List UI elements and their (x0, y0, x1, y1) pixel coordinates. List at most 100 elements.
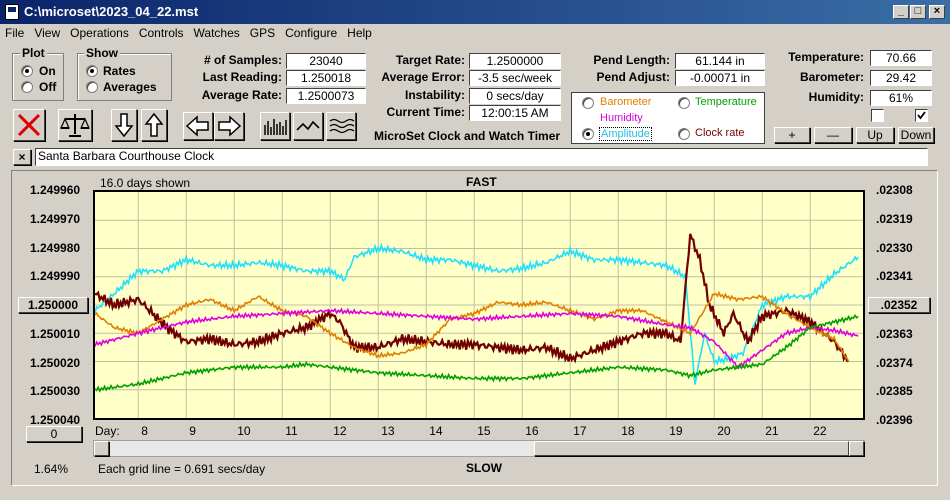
show-averages-radio[interactable] (86, 81, 98, 93)
arrow-up-icon (144, 112, 164, 137)
target-rate-label: Target Rate: (395, 53, 465, 67)
stop-button[interactable] (13, 109, 45, 141)
barometer-radio[interactable] (582, 97, 594, 109)
checkbox-right[interactable] (915, 109, 928, 122)
target-rate-value: 1.2500000 (469, 53, 561, 69)
menu-configure[interactable]: Configure (285, 26, 338, 40)
menu-controls[interactable]: Controls (138, 26, 184, 40)
line-plot-button[interactable] (293, 112, 323, 140)
amplitude-option-label: Amplitude (599, 127, 652, 141)
show-rates-radio[interactable] (86, 65, 98, 77)
balance-scale-icon (60, 114, 90, 137)
series-line-barometer (95, 290, 850, 362)
scroll-up-button[interactable] (141, 109, 167, 141)
close-icon[interactable]: × (929, 5, 945, 19)
right-mid-button[interactable]: .02352 (868, 297, 930, 313)
menu-view[interactable]: View (34, 26, 61, 40)
plus-button[interactable]: + (774, 127, 810, 143)
pend-length-label: Pend Length: (593, 53, 670, 67)
plot-on-label: On (39, 64, 56, 78)
scroll-down-button[interactable] (111, 109, 137, 141)
plot-group-title: Plot (20, 46, 47, 60)
x-tick-label: 21 (765, 424, 779, 438)
right-tick-label: .02363 (876, 326, 913, 341)
up-button[interactable]: Up (856, 127, 894, 143)
scroll-left-button[interactable] (183, 112, 213, 140)
last-reading-label: Last Reading: (202, 70, 282, 84)
show-group (77, 53, 172, 101)
x-tick-label: 14 (429, 424, 443, 438)
average-error-value: -3.5 sec/week (469, 70, 561, 86)
x-tick-label: 13 (381, 424, 395, 438)
balance-button[interactable] (58, 109, 92, 141)
temperature-radio[interactable] (678, 97, 690, 109)
x-tick-label: 18 (621, 424, 635, 438)
clock-rate-option-label: Clock rate (695, 127, 745, 139)
arrow-left-icon (185, 115, 209, 137)
horizontal-scrollbar[interactable] (93, 440, 865, 457)
smooth-plot-button[interactable] (326, 112, 356, 140)
pend-length-value: 61.144 in (675, 53, 765, 69)
window-title: C:\microset\2023_04_22.mst (24, 4, 199, 19)
grid-note: Each grid line = 0.691 secs/day (98, 462, 266, 476)
current-time-value: 12:00:15 AM (469, 105, 561, 121)
amplitude-radio[interactable] (582, 128, 594, 140)
percent-readout: 1.64% (34, 462, 69, 476)
chart-frame (11, 170, 938, 486)
left-mid-button[interactable]: 1.250000 (18, 297, 88, 313)
menu-bar: File View Operations Controls Watches GPS Conf… (0, 24, 950, 42)
menu-operations[interactable]: Operations (70, 26, 129, 40)
series-line-temperature (95, 313, 859, 393)
barometer-option-label: Barometer (600, 96, 652, 108)
minus-button[interactable]: — (814, 127, 852, 143)
clock-rate-radio[interactable] (678, 128, 690, 140)
menu-gps[interactable]: GPS (249, 26, 276, 40)
clear-name-button[interactable]: × (13, 149, 31, 165)
checkbox-left[interactable] (871, 109, 884, 122)
right-tick-label: .02341 (876, 269, 913, 284)
x-tick-label: 20 (717, 424, 731, 438)
average-error-label: Average Error: (381, 70, 465, 84)
left-tick-label: 1.250020 (30, 355, 81, 370)
scroll-right-arrow-icon[interactable] (849, 441, 864, 456)
minimize-icon[interactable]: _ (893, 5, 909, 19)
down-button[interactable]: Down (898, 127, 934, 143)
plot-on-radio[interactable] (21, 65, 33, 77)
x-tick-label: 10 (237, 424, 251, 438)
zero-button[interactable]: 0 (26, 426, 82, 442)
left-tick-label: 1.249990 (30, 269, 81, 284)
plot-off-radio[interactable] (21, 81, 33, 93)
show-group-title: Show (84, 46, 120, 60)
x-tick-label: 12 (333, 424, 347, 438)
instability-value: 0 secs/day (469, 88, 561, 104)
menu-watches[interactable]: Watches (193, 26, 240, 40)
humidity-value: 61% (870, 90, 932, 106)
x-tick-label: 19 (669, 424, 683, 438)
histogram-button[interactable] (260, 112, 290, 140)
menu-help[interactable]: Help (347, 26, 372, 40)
right-tick-label: .02330 (876, 240, 913, 255)
humidity-option-label: Humidity (600, 112, 643, 124)
right-tick-label: .02374 (876, 355, 913, 370)
current-time-label: Current Time: (386, 105, 465, 119)
barometer-label: Barometer: (799, 70, 864, 84)
barometer-value: 29.42 (870, 70, 932, 86)
check-icon (917, 111, 926, 120)
scroll-left-arrow-icon[interactable] (94, 441, 109, 456)
scrollbar-thumb[interactable] (534, 441, 849, 456)
left-tick-label: 1.249970 (30, 211, 81, 226)
pend-adjust-value: -0.00071 in (675, 70, 765, 86)
x-tick-label: 22 (813, 424, 827, 438)
temperature-value: 70.66 (870, 50, 932, 66)
left-tick-label: 1.250010 (30, 326, 81, 341)
clock-name-input[interactable]: Santa Barbara Courthouse Clock (35, 148, 928, 166)
plot-off-label: Off (39, 80, 57, 94)
instability-label: Instability: (404, 88, 465, 102)
menu-file[interactable]: File (5, 26, 25, 40)
humidity-label: Humidity: (808, 90, 864, 104)
right-tick-label: .02385 (876, 384, 913, 399)
scroll-right-button[interactable] (214, 112, 244, 140)
maximize-icon[interactable]: □ (910, 5, 926, 19)
left-tick-label: 1.250040 (30, 413, 81, 427)
series-line-amplitude (95, 242, 859, 385)
